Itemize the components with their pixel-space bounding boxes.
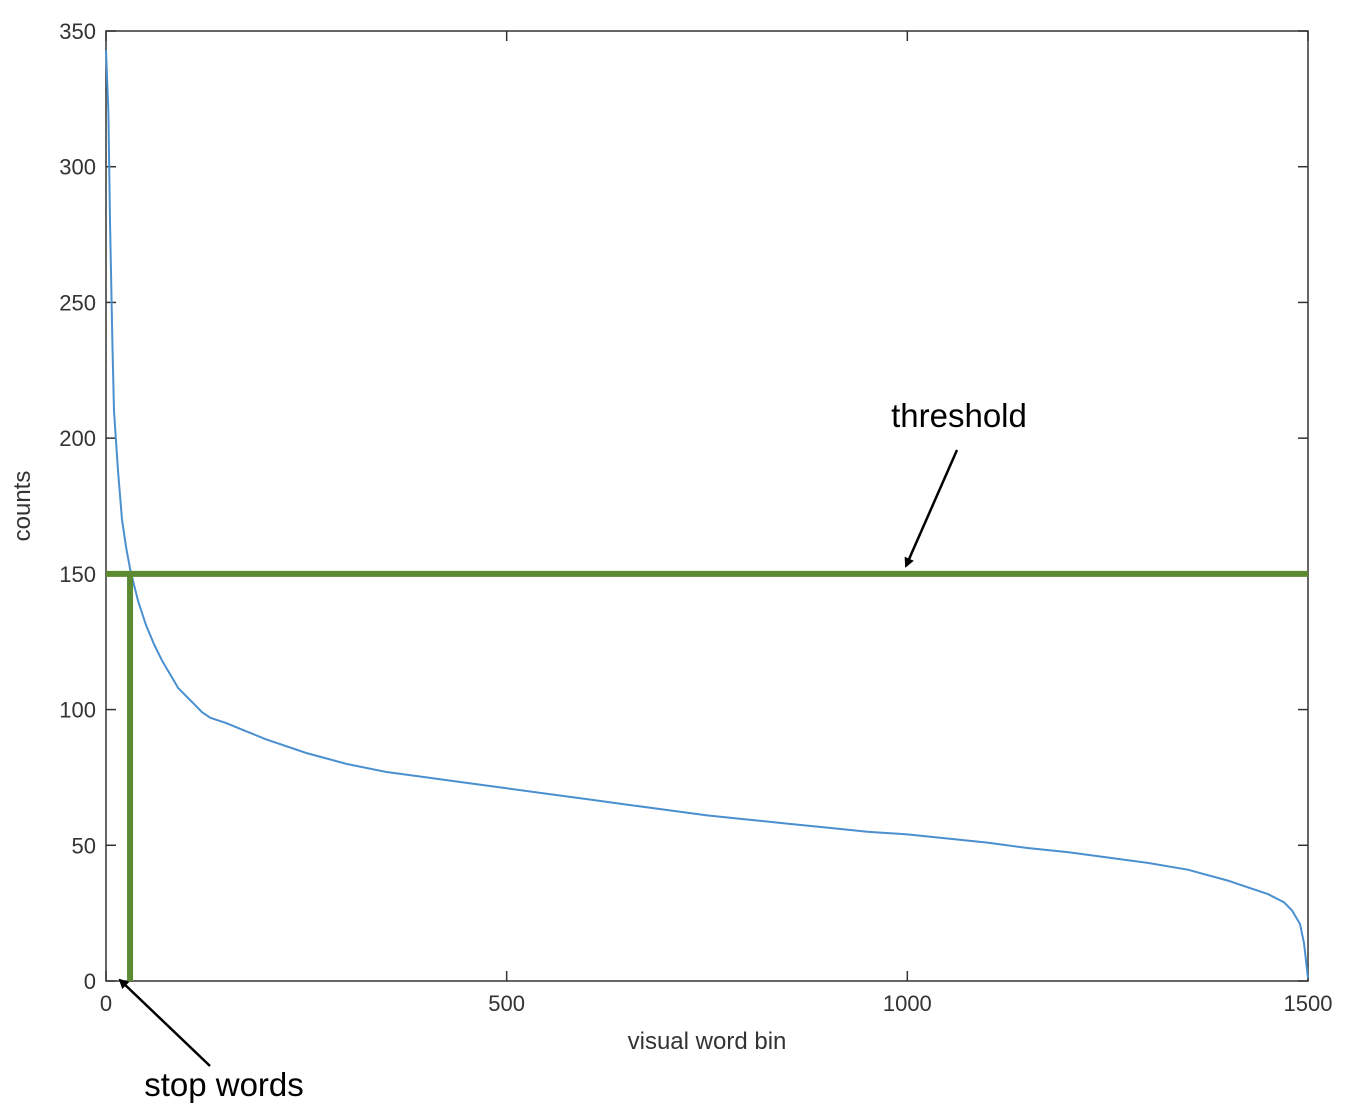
threshold-arrow — [904, 449, 959, 568]
x-tick-label: 500 — [488, 991, 525, 1016]
y-tick-label: 150 — [59, 562, 96, 587]
y-tick-label: 100 — [59, 698, 96, 723]
stop-words-arrow — [118, 978, 211, 1067]
y-tick-label: 0 — [84, 969, 96, 994]
y-tick-label: 300 — [59, 155, 96, 180]
axis-tick-labels: 0 500 1000 1500 0 50 100 150 200 250 300 350 — [59, 19, 1332, 1016]
y-tick-label: 200 — [59, 426, 96, 451]
x-tick-label: 1500 — [1284, 991, 1333, 1016]
y-axis-label: counts — [9, 471, 36, 542]
x-tick-label: 0 — [100, 991, 112, 1016]
x-tick-label: 1000 — [883, 991, 932, 1016]
y-tick-label: 50 — [72, 833, 96, 858]
x-axis-label: visual word bin — [628, 1028, 787, 1055]
threshold-annotation: threshold — [891, 397, 1027, 434]
plot-frame — [105, 30, 1309, 982]
y-tick-label: 250 — [59, 290, 96, 315]
stop-words-annotation: stop words — [144, 1066, 304, 1103]
y-tick-label: 350 — [59, 19, 96, 44]
data-series-line — [105, 49, 1309, 979]
axis-ticks — [105, 30, 1309, 982]
